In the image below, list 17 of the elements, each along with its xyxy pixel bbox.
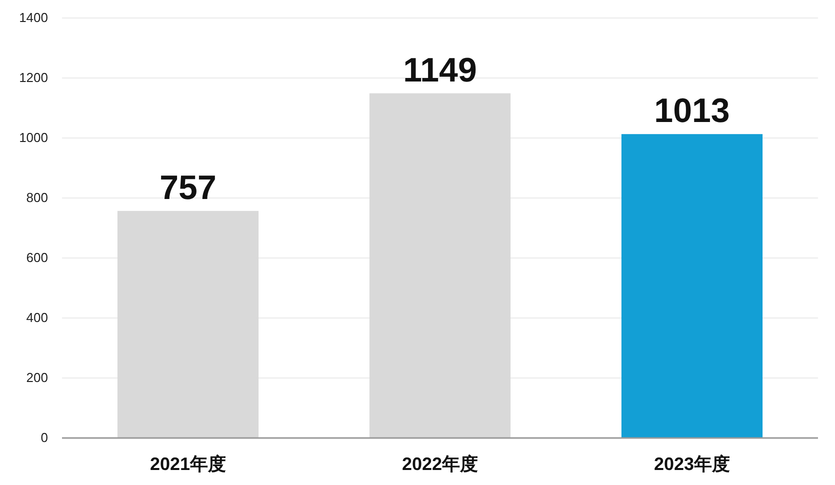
y-tick-label: 600 [26, 250, 48, 265]
bar [621, 134, 763, 438]
bar [369, 93, 511, 438]
y-tick-label: 1200 [19, 70, 48, 85]
y-tick-label: 1000 [19, 130, 48, 145]
bar [117, 210, 259, 438]
y-tick-label: 1400 [19, 10, 48, 25]
data-label: 1149 [403, 51, 477, 90]
y-tick-label: 800 [26, 190, 48, 205]
y-tick-label: 0 [40, 430, 48, 445]
x-tick-label: 2021年度 [150, 454, 226, 474]
x-tick-label: 2023年度 [654, 454, 730, 474]
data-label: 1013 [654, 92, 730, 130]
y-tick-label: 400 [26, 310, 48, 325]
x-tick-label: 2022年度 [402, 454, 478, 474]
data-label: 757 [160, 168, 216, 207]
y-tick-label: 200 [26, 370, 48, 385]
